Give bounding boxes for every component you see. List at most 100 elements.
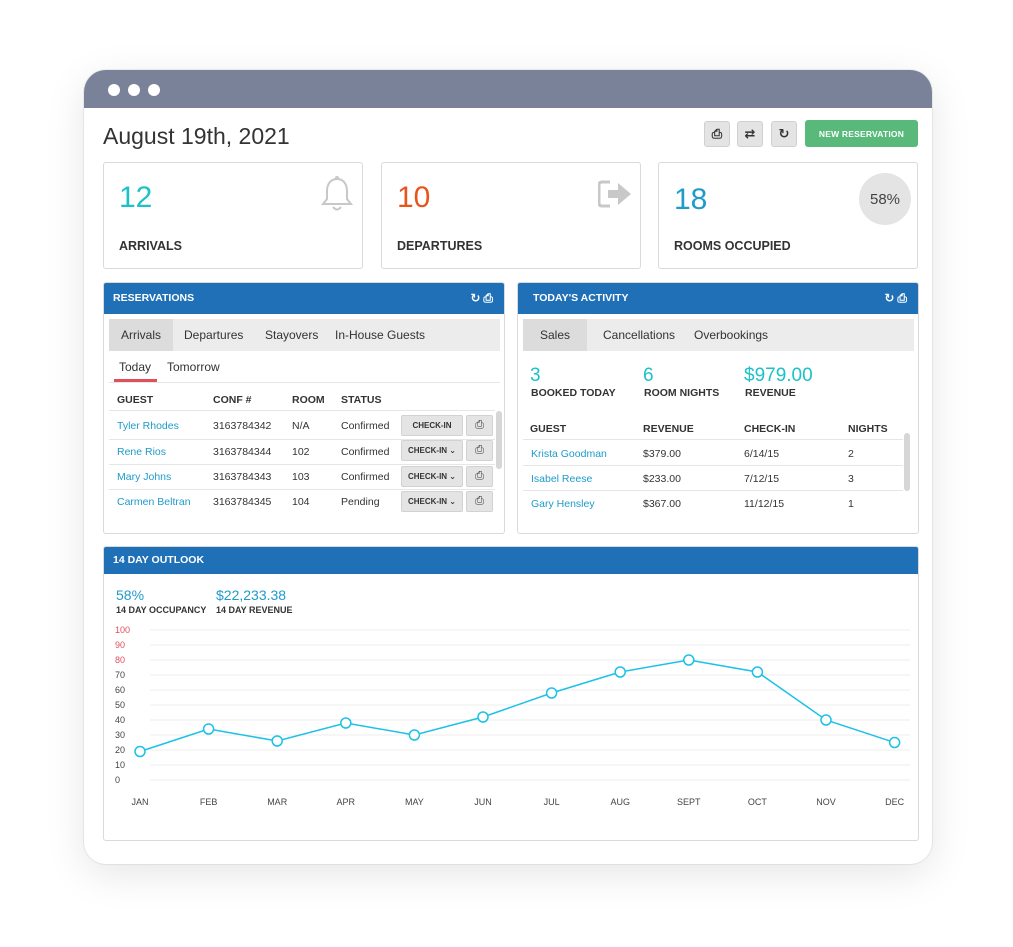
print-icon: ⎙ bbox=[711, 126, 723, 141]
series-line bbox=[139, 659, 895, 753]
tab-sales[interactable]: Sales bbox=[523, 319, 587, 351]
activity-tabs: Sales Cancellations Overbookings bbox=[523, 319, 914, 351]
print-icon[interactable]: ⎙ bbox=[483, 291, 496, 305]
rooms-occupied-count: 18 bbox=[674, 183, 708, 216]
reservation-status: Confirmed bbox=[341, 420, 390, 432]
guest-name-link[interactable]: Isabel Reese bbox=[531, 473, 593, 485]
page-title: August 19th, 2021 bbox=[103, 123, 290, 149]
print-icon[interactable]: ⎙ bbox=[897, 291, 910, 305]
data-point bbox=[683, 654, 695, 666]
arrivals-label: ARRIVALS bbox=[119, 239, 182, 253]
conf-number: 3163784342 bbox=[213, 420, 272, 432]
window-control-dot[interactable] bbox=[108, 84, 120, 96]
column-header-status: STATUS bbox=[341, 394, 382, 406]
print-icon: ⎙ bbox=[475, 444, 484, 456]
guest-name-link[interactable]: Mary Johns bbox=[117, 471, 172, 483]
todays-activity-header: TODAY'S ACTIVITY ↻⎙ bbox=[518, 283, 918, 314]
x-tick-label: OCT bbox=[748, 797, 768, 807]
column-header-guest: GUEST bbox=[530, 423, 567, 435]
tab-overbookings[interactable]: Overbookings bbox=[694, 328, 769, 342]
data-point bbox=[888, 736, 901, 749]
divider bbox=[523, 465, 903, 466]
departures-card[interactable]: 10 DEPARTURES bbox=[381, 162, 641, 269]
reservation-status: Confirmed bbox=[341, 471, 390, 483]
booked-today-label: BOOKED TODAY bbox=[531, 387, 616, 399]
data-point bbox=[477, 711, 489, 723]
print-row-button[interactable]: ⎙ bbox=[466, 440, 493, 461]
occupancy-value: 58% bbox=[116, 587, 145, 603]
check-in-date: 11/12/15 bbox=[744, 498, 785, 510]
y-tick-label: 50 bbox=[115, 700, 125, 710]
data-point bbox=[202, 723, 215, 735]
divider bbox=[109, 410, 495, 411]
check-in-dropdown-button[interactable]: CHECK-IN ⌄ bbox=[401, 440, 463, 461]
check-in-button[interactable]: CHECK-IN bbox=[401, 415, 463, 436]
guest-name-link[interactable]: Gary Hensley bbox=[531, 498, 595, 510]
column-header-conf: CONF # bbox=[213, 394, 252, 406]
column-header-room: ROOM bbox=[292, 394, 325, 406]
nights-count: 3 bbox=[848, 473, 854, 485]
print-button[interactable]: ⎙ bbox=[704, 121, 730, 147]
divider bbox=[109, 464, 495, 465]
x-tick-label: MAY bbox=[405, 797, 424, 807]
data-point bbox=[271, 735, 283, 747]
tab-departures[interactable]: Departures bbox=[184, 328, 244, 342]
column-header-check-in: CHECK-IN bbox=[744, 423, 796, 435]
tab-in-house-guests[interactable]: In-House Guests bbox=[335, 328, 426, 342]
print-row-button[interactable]: ⎙ bbox=[466, 491, 493, 512]
check-in-dropdown-button[interactable]: CHECK-IN ⌄ bbox=[401, 466, 463, 487]
check-in-date: 6/14/15 bbox=[744, 448, 780, 460]
outlook-panel: 14 DAY OUTLOOK 58% 14 DAY OCCUPANCY $22,… bbox=[103, 546, 919, 841]
guest-name-link[interactable]: Rene Rios bbox=[117, 446, 167, 458]
window-control-dot[interactable] bbox=[128, 84, 140, 96]
data-point bbox=[408, 729, 421, 741]
scrollbar[interactable] bbox=[904, 433, 910, 491]
window-control-dot[interactable] bbox=[148, 84, 160, 96]
x-tick-label: APR bbox=[337, 797, 356, 807]
revenue-value: $979.00 bbox=[744, 365, 813, 386]
conf-number: 3163784344 bbox=[213, 446, 272, 458]
y-tick-label: 100 bbox=[115, 625, 130, 635]
outlook-header: 14 DAY OUTLOOK bbox=[104, 547, 918, 574]
sign-out-icon bbox=[598, 180, 631, 208]
print-icon: ⎙ bbox=[475, 495, 484, 507]
y-tick-label: 20 bbox=[115, 745, 125, 755]
departures-label: DEPARTURES bbox=[397, 239, 483, 253]
y-tick-label: 90 bbox=[115, 640, 125, 650]
rooms-occupied-card[interactable]: 18 ROOMS OCCUPIED 58% bbox=[658, 162, 918, 269]
refresh-icon[interactable]: ↻ bbox=[884, 291, 898, 305]
y-tick-label: 60 bbox=[115, 685, 125, 695]
refresh-icon: ↻ bbox=[778, 126, 790, 141]
reservations-title: RESERVATIONS bbox=[113, 292, 195, 304]
data-point bbox=[751, 666, 764, 678]
guest-name-link[interactable]: Tyler Rhodes bbox=[117, 420, 179, 432]
guest-name-link[interactable]: Krista Goodman bbox=[531, 448, 607, 460]
data-point bbox=[545, 687, 558, 699]
arrivals-card[interactable]: 12 ARRIVALS bbox=[103, 162, 363, 269]
subtab-tomorrow[interactable]: Tomorrow bbox=[167, 360, 220, 374]
new-reservation-button[interactable]: NEW RESERVATION bbox=[805, 120, 918, 147]
swap-icon: ⇄ bbox=[744, 126, 756, 141]
scrollbar[interactable] bbox=[496, 411, 502, 469]
swap-button[interactable]: ⇄ bbox=[737, 121, 763, 147]
print-row-button[interactable]: ⎙ bbox=[466, 466, 493, 487]
subtab-today[interactable]: Today bbox=[119, 360, 152, 374]
refresh-icon[interactable]: ↻ bbox=[470, 291, 484, 305]
reservations-header: RESERVATIONS ↻⎙ bbox=[104, 283, 504, 314]
refresh-button[interactable]: ↻ bbox=[771, 121, 797, 147]
revenue-value: $22,233.38 bbox=[216, 587, 287, 603]
revenue-label: REVENUE bbox=[745, 387, 796, 399]
y-tick-label: 70 bbox=[115, 670, 125, 680]
tab-stayovers[interactable]: Stayovers bbox=[265, 328, 319, 342]
booked-today-value: 3 bbox=[530, 365, 541, 386]
occupancy-line-chart: 0 10 20 30 40 50 60 70 80 90 100 JAN FEB MAR APR MAY JUN… bbox=[115, 625, 910, 807]
tab-cancellations[interactable]: Cancellations bbox=[603, 328, 676, 342]
room-number: 102 bbox=[292, 446, 310, 458]
guest-name-link[interactable]: Carmen Beltran bbox=[117, 496, 191, 508]
x-tick-label: JUN bbox=[474, 797, 492, 807]
tab-arrivals[interactable]: Arrivals bbox=[109, 319, 173, 351]
data-point bbox=[340, 717, 352, 729]
room-nights-label: ROOM NIGHTS bbox=[644, 387, 720, 399]
print-row-button[interactable]: ⎙ bbox=[466, 415, 493, 436]
check-in-dropdown-button[interactable]: CHECK-IN ⌄ bbox=[401, 491, 463, 512]
